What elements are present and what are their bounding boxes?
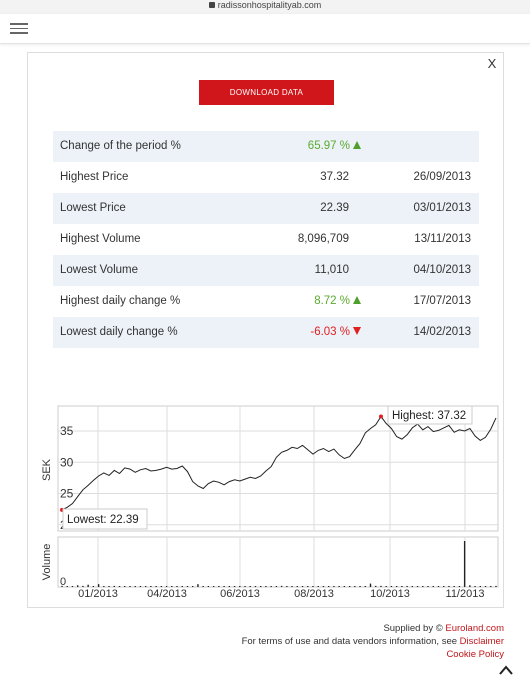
cookie-policy-link[interactable]: Cookie Policy [446,649,504,660]
disclaimer-link[interactable]: Disclaimer [459,636,504,647]
stats-row: Change of the period % 65.97 % [53,131,479,162]
euroland-link[interactable]: Euroland.com [445,623,504,634]
stat-value-text: 65.97 % [307,140,350,152]
stat-label: Change of the period % [60,140,181,152]
footer: Supplied by © Euroland.com For terms of … [242,622,504,661]
stats-row: Lowest Price 22.39 03/01/2013 [53,193,479,224]
stat-value-text: 8,096,709 [297,233,349,245]
stat-value: 37.32 [320,162,349,193]
stat-label: Highest daily change % [60,295,181,307]
stat-date: 26/09/2013 [413,171,471,183]
stat-value: 11,010 [315,255,349,286]
terms-text: For terms of use and data vendors inform… [241,636,460,647]
close-button[interactable]: X [487,56,497,71]
stat-value: -6.03 % [310,317,361,348]
lock-icon [208,2,215,8]
trend-up-icon [353,141,361,149]
stat-date: 14/02/2013 [413,326,471,338]
stats-table: Change of the period % 65.97 % Highest Pri… [53,131,479,348]
stat-date: 17/07/2013 [413,295,471,307]
stat-value-text: 22.39 [320,202,349,214]
url-text: radissonhospitalityab.com [217,0,322,10]
stats-row: Highest Volume 8,096,709 13/11/2013 [53,224,479,255]
stat-label: Highest Volume [60,233,141,245]
chevron-up-icon[interactable] [498,664,514,676]
browser-url-bar[interactable]: radissonhospitalityab.com [0,0,530,14]
stat-date: 13/11/2013 [414,233,471,245]
stat-value: 65.97 % [308,131,361,162]
stats-row: Lowest Volume 11,010 04/10/2013 [53,255,479,286]
supplied-prefix: Supplied by © [383,623,446,634]
stat-date: 04/10/2013 [413,264,471,276]
hamburger-menu-icon[interactable] [10,20,28,36]
stat-value: 8,096,709 [298,224,349,255]
stat-date: 03/01/2013 [413,202,471,214]
stats-row: Highest daily change % 8.72 % 17/07/2013 [53,286,479,317]
stats-row: Highest Price 37.32 26/09/2013 [53,162,479,193]
trend-up-icon [353,296,361,304]
stat-value-text: 8.72 % [314,295,350,307]
top-navigation-bar [0,14,530,44]
stat-label: Lowest daily change % [60,326,178,338]
stat-value-text: 11,010 [314,264,349,276]
trend-down-icon [353,327,361,335]
stat-label: Lowest Price [60,202,126,214]
stat-value-text: 37.32 [320,171,349,183]
download-data-button[interactable]: DOWNLOAD DATA [199,80,334,105]
stat-label: Highest Price [60,171,129,183]
stats-row: Lowest daily change % -6.03 % 14/02/2013 [53,317,479,348]
stat-value: 22.39 [320,193,349,224]
stat-label: Lowest Volume [60,264,138,276]
stat-value: 8.72 % [314,286,361,317]
stat-value-text: -6.03 % [310,326,350,338]
